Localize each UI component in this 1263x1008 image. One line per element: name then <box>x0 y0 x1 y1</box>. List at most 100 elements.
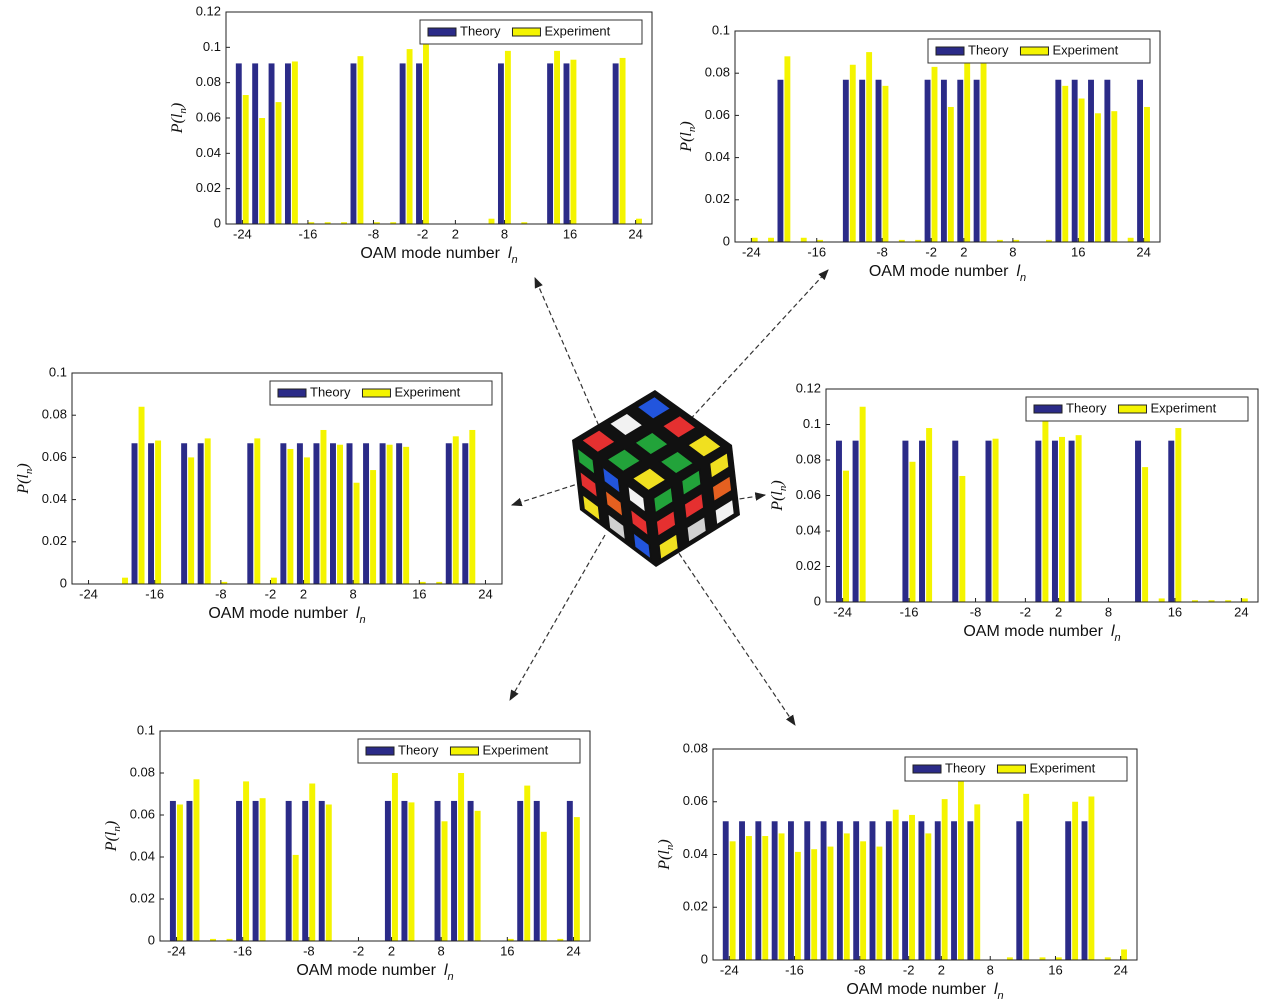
bar <box>293 855 299 941</box>
y-tick-label: 0 <box>214 215 221 230</box>
bar <box>554 51 560 224</box>
bar <box>401 801 407 941</box>
x-label-text: OAM mode number <box>208 605 348 622</box>
chart: -24-16-8-228162400.020.040.060.080.10.12… <box>169 3 652 265</box>
bar <box>1062 86 1068 242</box>
rubiks-cube <box>572 390 740 567</box>
legend-label: Experiment <box>482 742 548 757</box>
bar <box>524 786 530 941</box>
bar <box>909 815 915 960</box>
y-label-text: P( <box>15 477 32 495</box>
x-tick-label: 24 <box>1234 604 1248 619</box>
bar <box>541 832 547 941</box>
y-tick-label: 0.1 <box>712 22 730 37</box>
bar <box>1242 598 1248 602</box>
y-tick-label: 0.12 <box>796 380 821 395</box>
bar <box>636 219 642 224</box>
bar <box>837 821 843 960</box>
bar <box>1076 435 1082 602</box>
bar <box>462 443 468 584</box>
bar <box>489 219 495 224</box>
y-tick-label: 0 <box>814 593 821 608</box>
bar <box>811 849 817 960</box>
bar <box>564 63 570 224</box>
legend-swatch <box>366 747 394 755</box>
x-axis-label: OAM mode numberln <box>296 962 453 983</box>
bar <box>181 443 187 584</box>
y-tick-label: 0.08 <box>42 407 67 422</box>
bar <box>1082 821 1088 960</box>
bar <box>186 801 192 941</box>
bar <box>1168 441 1174 602</box>
bar <box>285 63 291 224</box>
x-tick-label: 24 <box>566 943 580 958</box>
arrow <box>535 278 605 440</box>
y-axis-label: P(ln) <box>656 839 676 870</box>
bar <box>843 80 849 242</box>
bar <box>1135 441 1141 602</box>
y-tick-label: 0.1 <box>49 364 67 379</box>
y-tick-label: 0.08 <box>705 65 730 80</box>
bar <box>964 54 970 242</box>
bar <box>297 443 303 584</box>
y-tick-label: 0.1 <box>803 416 821 431</box>
x-tick-label: 2 <box>300 586 307 601</box>
bar <box>779 833 785 960</box>
bar <box>919 441 925 602</box>
bar <box>198 443 204 584</box>
bar <box>925 833 931 960</box>
y-tick-label: 0.02 <box>130 890 155 905</box>
x-tick-label: -2 <box>353 943 365 958</box>
bar <box>935 821 941 960</box>
y-label-text: ) <box>769 480 786 486</box>
bar <box>762 836 768 960</box>
legend-swatch <box>1034 405 1062 413</box>
y-tick-label: 0.06 <box>705 107 730 122</box>
bar <box>959 476 965 602</box>
x-tick-label: -8 <box>854 962 866 977</box>
bar <box>957 80 963 242</box>
bar <box>1072 80 1078 242</box>
bar <box>370 470 376 584</box>
x-tick-label: 2 <box>960 244 967 259</box>
bar <box>468 801 474 941</box>
y-tick-label: 0.08 <box>796 451 821 466</box>
x-label-text: OAM mode number <box>296 962 436 979</box>
x-label-text: OAM mode number <box>846 981 986 998</box>
legend-swatch <box>936 47 964 55</box>
x-tick-label: -24 <box>167 943 186 958</box>
x-tick-label: -2 <box>903 962 915 977</box>
bar <box>804 821 810 960</box>
bar <box>260 798 266 941</box>
bar <box>853 821 859 960</box>
bar <box>132 443 138 584</box>
y-label-text: ) <box>169 103 186 109</box>
bar <box>475 811 481 941</box>
bar <box>1072 802 1078 960</box>
bar <box>148 443 154 584</box>
x-tick-label: 8 <box>350 586 357 601</box>
y-tick-label: 0.04 <box>705 149 730 164</box>
bar <box>286 801 292 941</box>
x-label-sub: n <box>1115 632 1121 644</box>
x-tick-label: -24 <box>833 604 852 619</box>
bar <box>380 443 386 584</box>
bar <box>1088 80 1094 242</box>
y-tick-label: 0.1 <box>203 39 221 54</box>
bar <box>981 63 987 242</box>
bar <box>254 438 260 584</box>
x-tick-label: 16 <box>1048 962 1062 977</box>
bar <box>746 836 752 960</box>
bar <box>843 471 849 602</box>
bar <box>309 784 315 942</box>
x-label-sub: n <box>448 971 454 983</box>
bar <box>948 107 954 242</box>
bar <box>788 821 794 960</box>
bar <box>252 63 258 224</box>
x-label-sub: n <box>998 990 1004 1002</box>
legend-label: Theory <box>310 384 351 399</box>
x-tick-label: 16 <box>500 943 514 958</box>
